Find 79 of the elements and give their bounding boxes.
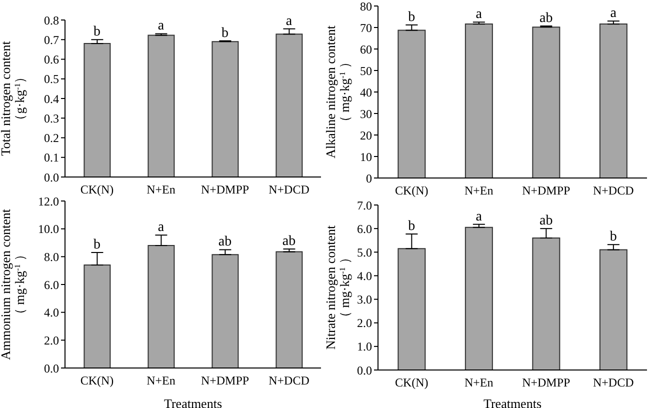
annotation: ab — [282, 234, 296, 250]
y-tick-label: 40 — [360, 85, 372, 100]
y-tick-label: 6.0 — [44, 278, 59, 292]
y-tick-label: 3.0 — [357, 292, 372, 307]
y-tick-label: 80 — [360, 0, 372, 14]
y-tick-label: 50 — [360, 64, 372, 78]
bar — [464, 24, 493, 178]
y-tick-label: 10 — [360, 150, 372, 164]
y-tick-label: 70 — [360, 20, 372, 35]
y-tick-label: 6.0 — [357, 222, 372, 236]
bar — [532, 238, 560, 370]
x-tick-label: N+En — [146, 374, 176, 388]
y-tick-label: 0.5 — [44, 72, 59, 86]
annotation: b — [94, 24, 100, 40]
annotation: b — [408, 10, 416, 25]
bar — [212, 254, 239, 368]
y-tick-label: 8.0 — [44, 250, 59, 264]
x-tick-label: CK(N) — [394, 184, 428, 198]
annotation: a — [158, 220, 165, 236]
annotation: a — [476, 209, 483, 224]
y-tick-label: 0.4 — [44, 92, 59, 106]
y-tick-label: 20 — [360, 128, 372, 142]
bar — [464, 226, 493, 370]
y-tick-label: 2.0 — [357, 316, 372, 330]
annotation: ab — [540, 10, 553, 26]
y-tick-label: 4.0 — [357, 268, 372, 283]
y-tick-label: 0.0 — [44, 361, 59, 376]
bar — [599, 249, 628, 370]
x-tick-label: CK(N) — [80, 374, 114, 388]
y-tick-label: 7.0 — [357, 198, 372, 212]
bar — [398, 30, 426, 178]
y-tick-label: 2.0 — [44, 333, 59, 348]
x-tick-label: N+DCD — [592, 376, 634, 390]
bar — [532, 26, 560, 178]
annotation: a — [286, 14, 293, 29]
y-tick-label: 0.6 — [44, 52, 59, 67]
x-axis-title: Treatments — [164, 396, 222, 408]
y-tick-label: 5.0 — [357, 245, 372, 260]
bar — [599, 24, 628, 178]
bar — [276, 251, 303, 368]
x-tick-label: N+En — [464, 376, 494, 390]
x-tick-label: N+DCD — [268, 182, 310, 197]
annotation: ab — [540, 214, 553, 229]
x-tick-label: N+DCD — [592, 184, 634, 198]
annotation: a — [158, 18, 165, 34]
bar — [398, 248, 426, 370]
y-tick-label: 30 — [360, 106, 372, 121]
x-tick-label: N+DCD — [268, 374, 310, 388]
y-tick-label: 0.2 — [44, 131, 59, 146]
y-tick-label: 12.0 — [38, 194, 59, 208]
x-tick-label: N+DMPP — [200, 374, 250, 388]
x-tick-label: N+En — [146, 182, 176, 197]
y-tick-label: 4.0 — [44, 306, 59, 320]
annotation: b — [408, 218, 416, 234]
annotation: a — [476, 7, 483, 22]
annotation: a — [610, 6, 618, 22]
x-tick-label: N+En — [464, 184, 494, 198]
y-tick-label: 0.1 — [44, 150, 59, 165]
y-tick-label: 0.0 — [44, 170, 59, 184]
y-tick-label: 1.0 — [357, 340, 372, 354]
annotation: b — [222, 26, 228, 41]
x-tick-label: CK(N) — [394, 376, 428, 390]
y-tick-label: 60 — [360, 42, 372, 56]
annotation: ab — [218, 234, 232, 250]
x-tick-label: N+DMPP — [522, 184, 571, 198]
y-tick-label: 0.7 — [44, 32, 59, 47]
y-tick-label: 0.0 — [357, 363, 372, 378]
x-tick-label: CK(N) — [80, 182, 114, 197]
bar — [148, 245, 175, 368]
bar — [84, 264, 111, 368]
y-tick-label: 0 — [366, 171, 372, 186]
annotation: b — [94, 237, 100, 252]
y-tick-label: 10.0 — [38, 222, 59, 236]
x-tick-label: N+DMPP — [200, 182, 250, 197]
y-tick-label: 0.3 — [44, 111, 59, 126]
x-tick-label: N+DMPP — [522, 376, 571, 390]
y-tick-label: 0.8 — [44, 13, 59, 28]
x-axis-title: Treatments — [483, 396, 542, 408]
annotation: b — [610, 230, 617, 245]
